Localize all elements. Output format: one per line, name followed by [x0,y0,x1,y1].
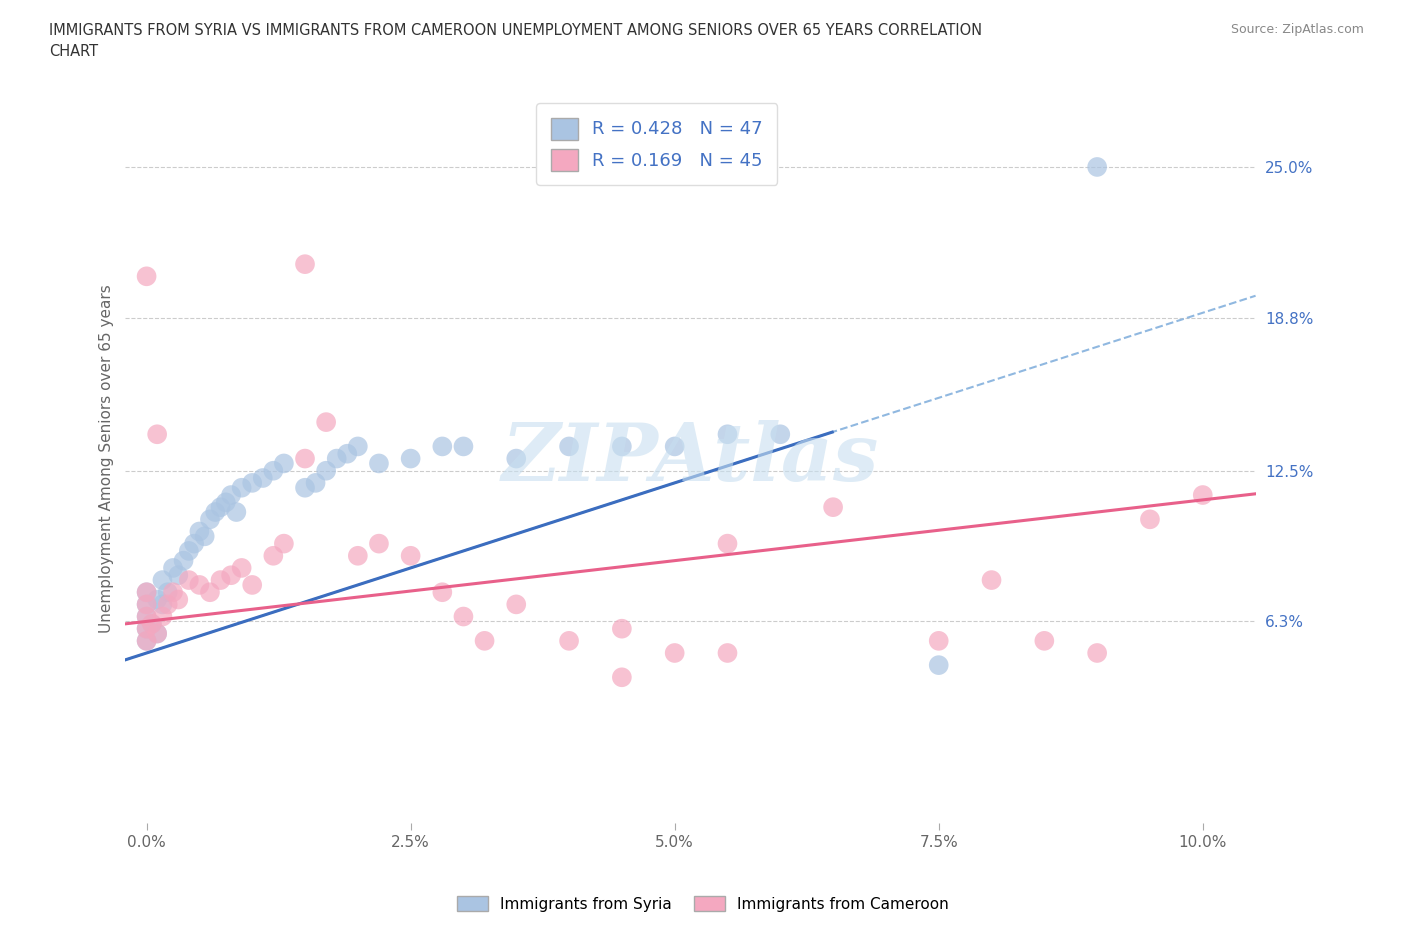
Point [823,499,845,514]
Text: IMMIGRANTS FROM SYRIA VS IMMIGRANTS FROM CAMEROON UNEMPLOYMENT AMONG SENIORS OVE: IMMIGRANTS FROM SYRIA VS IMMIGRANTS FROM… [49,23,983,38]
Point [294,480,316,495]
Point [135,621,157,636]
Point [231,480,253,495]
Point [240,475,263,490]
Point [273,456,295,471]
Point [368,537,391,551]
Point [505,451,527,466]
Point [135,633,157,648]
Point [558,633,581,648]
Point [294,257,316,272]
Point [167,568,190,583]
Legend: R = 0.428   N = 47, R = 0.169   N = 45: R = 0.428 N = 47, R = 0.169 N = 45 [536,103,778,185]
Point [505,597,527,612]
Point [198,585,221,600]
Point [146,626,169,641]
Point [198,512,221,526]
Point [152,609,174,624]
Point [188,524,211,538]
Point [135,585,157,600]
Point [219,568,242,583]
Point [183,537,205,551]
Point [167,592,190,607]
Point [325,451,347,466]
Point [315,415,337,430]
Point [146,626,169,641]
Point [1085,160,1108,175]
Point [928,633,950,648]
Point [209,573,232,588]
Point [162,561,184,576]
Point [1085,645,1108,660]
Point [152,597,174,612]
Point [146,427,169,442]
Point [1139,512,1161,526]
Point [347,549,370,564]
Point [262,463,284,478]
Point [664,439,686,454]
Point [399,451,422,466]
Point [368,456,391,471]
Point [135,609,157,624]
Point [135,585,157,600]
Point [188,578,211,592]
Point [135,633,157,648]
Point [432,439,454,454]
Point [141,617,163,631]
Point [716,427,738,442]
Point [135,609,157,624]
Point [225,505,247,520]
Point [610,439,633,454]
Point [177,543,200,558]
Point [194,529,217,544]
Point [474,633,496,648]
Point [1191,487,1213,502]
Point [347,439,370,454]
Point [135,597,157,612]
Point [453,439,475,454]
Point [664,645,686,660]
Point [716,537,738,551]
Y-axis label: Unemployment Among Seniors over 65 years: Unemployment Among Seniors over 65 years [100,285,114,633]
Text: CHART: CHART [49,44,98,59]
Point [399,549,422,564]
Point [432,585,454,600]
Point [304,475,326,490]
Point [240,578,263,592]
Point [558,439,581,454]
Point [1033,633,1056,648]
Point [716,645,738,660]
Point [209,499,232,514]
Text: ZIPAtlas: ZIPAtlas [502,419,879,498]
Point [162,585,184,600]
Point [177,573,200,588]
Point [336,446,359,461]
Legend: Immigrants from Syria, Immigrants from Cameroon: Immigrants from Syria, Immigrants from C… [451,889,955,918]
Point [219,487,242,502]
Point [273,537,295,551]
Point [204,505,226,520]
Point [173,553,195,568]
Point [156,585,179,600]
Point [252,471,274,485]
Point [980,573,1002,588]
Point [315,463,337,478]
Point [231,561,253,576]
Point [152,573,174,588]
Point [135,621,157,636]
Point [146,592,169,607]
Point [610,621,633,636]
Point [215,495,238,510]
Point [294,451,316,466]
Point [610,670,633,684]
Point [141,617,163,631]
Point [928,658,950,672]
Point [769,427,792,442]
Point [135,269,157,284]
Text: Source: ZipAtlas.com: Source: ZipAtlas.com [1230,23,1364,36]
Point [135,597,157,612]
Point [453,609,475,624]
Point [156,597,179,612]
Point [262,549,284,564]
